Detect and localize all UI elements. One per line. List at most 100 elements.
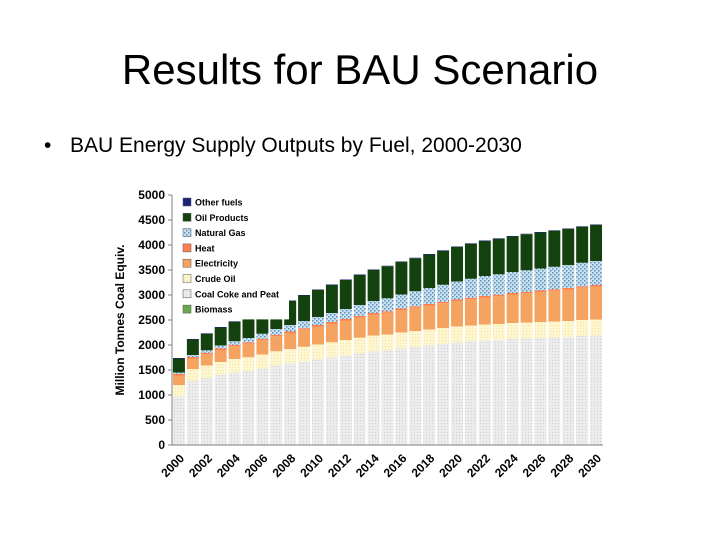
- bar-coal-coke-and-peat-2006: [256, 368, 269, 445]
- legend-label-crude-oil: Crude Oil: [195, 274, 236, 284]
- bar-crude-oil-2023: [492, 324, 505, 340]
- bar-natural-gas-2010: [312, 317, 324, 325]
- legend-background: [179, 193, 289, 320]
- bar-electricity-2024: [506, 294, 519, 323]
- bar-natural-gas-2020: [451, 281, 463, 300]
- bar-natural-gas-2008: [284, 325, 297, 332]
- bullet-text: BAU Energy Supply Outputs by Fuel, 2000-…: [70, 134, 522, 157]
- legend-label-electricity: Electricity: [195, 259, 238, 269]
- bar-crude-oil-2025: [520, 322, 533, 339]
- bar-other-fuels-2011: [325, 284, 338, 285]
- x-tick-label-2028: 2028: [548, 451, 577, 480]
- bar-other-fuels-2025: [520, 233, 533, 235]
- bar-other-fuels-2008: [284, 300, 297, 301]
- bar-crude-oil-2030: [590, 319, 603, 336]
- x-tick-label-2006: 2006: [242, 451, 271, 480]
- bar-natural-gas-2004: [228, 341, 241, 345]
- bar-electricity-2022: [478, 297, 491, 325]
- bar-crude-oil-2007: [270, 351, 283, 366]
- bar-natural-gas-2023: [492, 274, 505, 295]
- bar-other-fuels-2002: [200, 333, 213, 334]
- bar-crude-oil-2010: [312, 344, 324, 360]
- bar-oil-products-2001: [186, 339, 199, 355]
- bar-crude-oil-2008: [284, 349, 297, 364]
- bar-heat-2017: [409, 306, 422, 308]
- bar-coal-coke-and-peat-2009: [298, 361, 311, 445]
- bar-coal-coke-and-peat-2019: [437, 344, 450, 445]
- bar-crude-oil-2017: [409, 331, 422, 347]
- bar-heat-2013: [353, 316, 366, 318]
- bar-crude-oil-2016: [395, 332, 408, 349]
- bar-oil-products-2029: [576, 226, 589, 263]
- bar-heat-2001: [186, 357, 199, 359]
- legend-swatch-biomass: [182, 304, 192, 314]
- bar-oil-products-2023: [492, 238, 505, 275]
- bar-electricity-2028: [562, 289, 575, 321]
- bar-other-fuels-2018: [423, 254, 436, 255]
- bar-electricity-2018: [423, 305, 436, 330]
- bar-heat-2007: [270, 334, 283, 337]
- bar-natural-gas-2022: [478, 276, 491, 296]
- bar-crude-oil-2005: [242, 357, 255, 371]
- bar-crude-oil-2022: [478, 324, 491, 341]
- bar-heat-2029: [576, 286, 589, 288]
- x-tick-label-2018: 2018: [409, 451, 438, 480]
- bar-other-fuels-2004: [228, 321, 241, 322]
- bar-crude-oil-2000: [172, 385, 185, 397]
- bar-natural-gas-2028: [562, 265, 575, 288]
- bar-other-fuels-2023: [492, 238, 505, 239]
- bar-oil-products-2000: [172, 358, 185, 373]
- bar-electricity-2023: [492, 296, 505, 324]
- bar-heat-2003: [214, 348, 227, 350]
- bullet-row: • BAU Energy Supply Outputs by Fuel, 2000…: [44, 132, 522, 160]
- bar-other-fuels-2010: [312, 289, 324, 290]
- bar-coal-coke-and-peat-2010: [312, 359, 324, 445]
- x-tick-label-2024: 2024: [492, 451, 521, 480]
- bar-oil-products-2028: [562, 229, 575, 265]
- bar-coal-coke-and-peat-2008: [284, 363, 297, 445]
- bar-crude-oil-2004: [228, 359, 241, 373]
- bar-coal-coke-and-peat-2027: [548, 337, 561, 445]
- bar-natural-gas-2018: [423, 288, 436, 304]
- bar-coal-coke-and-peat-2021: [464, 341, 477, 445]
- bar-electricity-2014: [367, 314, 380, 336]
- legend-label-heat: Heat: [195, 243, 215, 253]
- y-tick-label-4000: 4000: [138, 238, 165, 252]
- bar-crude-oil-2027: [548, 321, 561, 338]
- bar-natural-gas-2015: [381, 298, 394, 312]
- legend-swatch-crude-oil: [182, 274, 192, 283]
- bar-oil-products-2004: [228, 321, 241, 342]
- bar-oil-products-2014: [367, 270, 380, 301]
- bar-electricity-2000: [172, 375, 185, 385]
- bar-coal-coke-and-peat-2014: [367, 351, 380, 445]
- bar-natural-gas-2021: [464, 278, 477, 298]
- bar-crude-oil-2011: [325, 342, 338, 358]
- bar-other-fuels-2030: [590, 224, 603, 225]
- bar-coal-coke-and-peat-2030: [590, 335, 603, 445]
- bar-natural-gas-2013: [353, 305, 366, 316]
- bar-natural-gas-2016: [395, 294, 408, 309]
- bar-oil-products-2006: [256, 312, 269, 334]
- bar-heat-2005: [242, 342, 255, 344]
- bar-coal-coke-and-peat-2020: [451, 342, 463, 445]
- bar-electricity-2020: [451, 301, 463, 327]
- bar-coal-coke-and-peat-2028: [562, 337, 575, 445]
- bar-crude-oil-2019: [437, 328, 450, 344]
- bar-oil-products-2013: [353, 275, 366, 305]
- bar-natural-gas-2030: [590, 261, 603, 285]
- bar-electricity-2003: [214, 350, 227, 362]
- bar-oil-products-2009: [298, 295, 311, 321]
- bar-crude-oil-2006: [256, 354, 269, 369]
- bar-heat-2004: [228, 344, 241, 347]
- legend-label-natural-gas: Natural Gas: [195, 228, 246, 238]
- bar-coal-coke-and-peat-2029: [576, 336, 589, 445]
- bar-heat-2009: [298, 328, 311, 330]
- bar-other-fuels-2019: [437, 250, 450, 251]
- bar-crude-oil-2001: [186, 369, 199, 381]
- bar-electricity-2002: [200, 354, 213, 366]
- bar-coal-coke-and-peat-2026: [534, 338, 547, 445]
- bar-crude-oil-2002: [200, 365, 213, 378]
- bar-coal-coke-and-peat-2000: [172, 396, 185, 445]
- bar-electricity-2027: [548, 290, 561, 322]
